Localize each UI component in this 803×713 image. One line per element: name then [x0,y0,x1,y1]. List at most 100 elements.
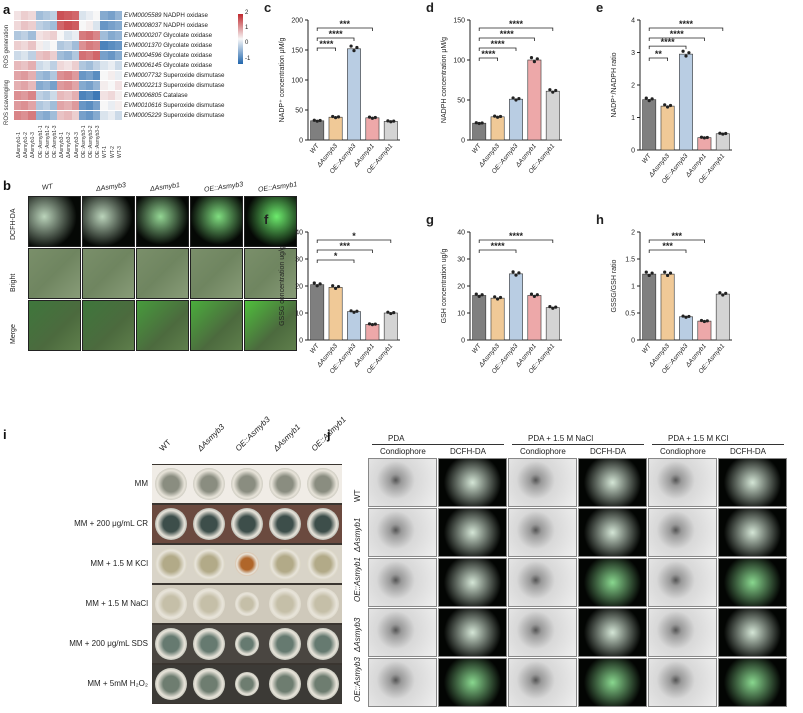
heatmap-cell [71,41,79,50]
significance-bracket [648,57,668,61]
colony [193,468,225,500]
panel-b-micrograph [28,196,81,247]
significance-bracket [648,45,687,50]
panel-j-image [578,558,647,607]
panel-j-image [438,658,507,707]
panel-label: d [426,0,434,15]
heatmap-cell [21,111,29,120]
heatmap-row [14,21,123,30]
significance-label: **** [509,19,524,29]
heatmap-cell [86,81,94,90]
data-point [367,115,372,119]
panel-j-image [368,508,437,557]
heatmap-cell [107,91,115,100]
colony [269,508,301,540]
heatmap-cell [100,91,108,100]
gene-id: EVM0005229 [124,112,162,119]
heatmap-cell [50,21,58,30]
y-axis-label: GSSG concentration ug/g [279,246,286,326]
heatmap-cell [114,81,123,90]
data-point [699,318,704,323]
panel-j-row-label: OE::Asmyb3 [353,657,362,702]
heatmap-cell [21,11,29,20]
y-tick-label: 20 [457,284,465,291]
heatmap-cell [14,21,22,30]
panel-j-image [578,508,647,557]
data-point [498,114,503,119]
gene-label: EVM0006805 Catalase [124,91,188,100]
colony [307,508,339,540]
heatmap-cell [114,11,123,20]
heatmap-cell [57,31,65,40]
y-tick-label: 3 [631,50,635,57]
bar [660,273,675,341]
heatmap-cell [14,61,22,70]
significance-bracket [316,259,355,263]
gene-name: NADPH oxidase [161,22,208,29]
data-point [647,99,651,103]
heatmap-row [14,101,123,110]
data-point [532,60,537,64]
heatmap-cell [114,91,123,100]
gene-id: EVM0005589 [124,12,162,19]
bar [697,137,712,151]
panel-j-image [648,608,717,657]
heatmap-cell [93,61,101,70]
heatmap-cell [28,81,36,90]
panel-i-column-label: OE::Asmyb3 [233,414,272,453]
gene-name: Superoxide dismutase [161,72,225,79]
heatmap-cell [42,111,51,120]
bar [545,90,560,141]
data-point [318,118,322,123]
data-point [493,295,497,299]
bar [509,98,523,141]
heatmap-row [14,81,123,90]
data-point [386,310,390,314]
y-tick-label: 50 [457,98,465,105]
panel-i-row-label: MM + 200 μg/mL SDS [69,639,148,648]
y-axis-label: NADP⁺ concentration μM/g [279,38,286,123]
panel-label: c [264,0,271,15]
heatmap-cell [86,41,94,50]
heatmap-cell [100,101,108,110]
y-tick-label: 150 [291,48,303,55]
colony [231,468,263,500]
heatmap-cell [71,61,79,70]
data-point [551,90,555,94]
heatmap-cell [14,41,22,50]
heatmap-cell [71,111,79,120]
heatmap-cell [35,91,43,100]
panel-j-image [718,558,787,607]
heatmap-cell [78,51,87,60]
data-point [554,88,558,93]
heatmap-cell [64,71,72,80]
colony [307,668,339,700]
bar [490,116,505,141]
heatmap-cell [57,41,65,50]
data-point [644,270,648,274]
y-tick-label: 1.5 [625,257,635,264]
data-point [718,291,722,295]
gene-label: EVM0000207 Glycolate oxidase [124,31,212,40]
panel-i-row-label: MM + 1.5 M NaCl [85,599,148,608]
panel-i-row-label: MM + 1.5 M KCl [90,559,148,568]
bar [472,122,487,141]
colony [193,668,225,700]
significance-label: **** [661,37,676,47]
heatmap-cell [28,61,36,70]
heatmap-cell [78,11,87,20]
data-point [336,284,341,289]
colony [235,552,259,576]
panel-a-color-scale [238,14,243,64]
y-tick-label: 4 [631,18,635,25]
data-point [392,310,396,315]
panel-j-image [578,658,647,707]
heatmap-cell [50,51,58,60]
heatmap-cell [21,101,29,110]
heatmap-cell [86,51,94,60]
heatmap-cell [78,21,87,30]
significance-label: *** [662,241,673,251]
data-point [668,271,673,275]
data-point [315,119,319,123]
panel-b-micrograph [28,300,81,351]
